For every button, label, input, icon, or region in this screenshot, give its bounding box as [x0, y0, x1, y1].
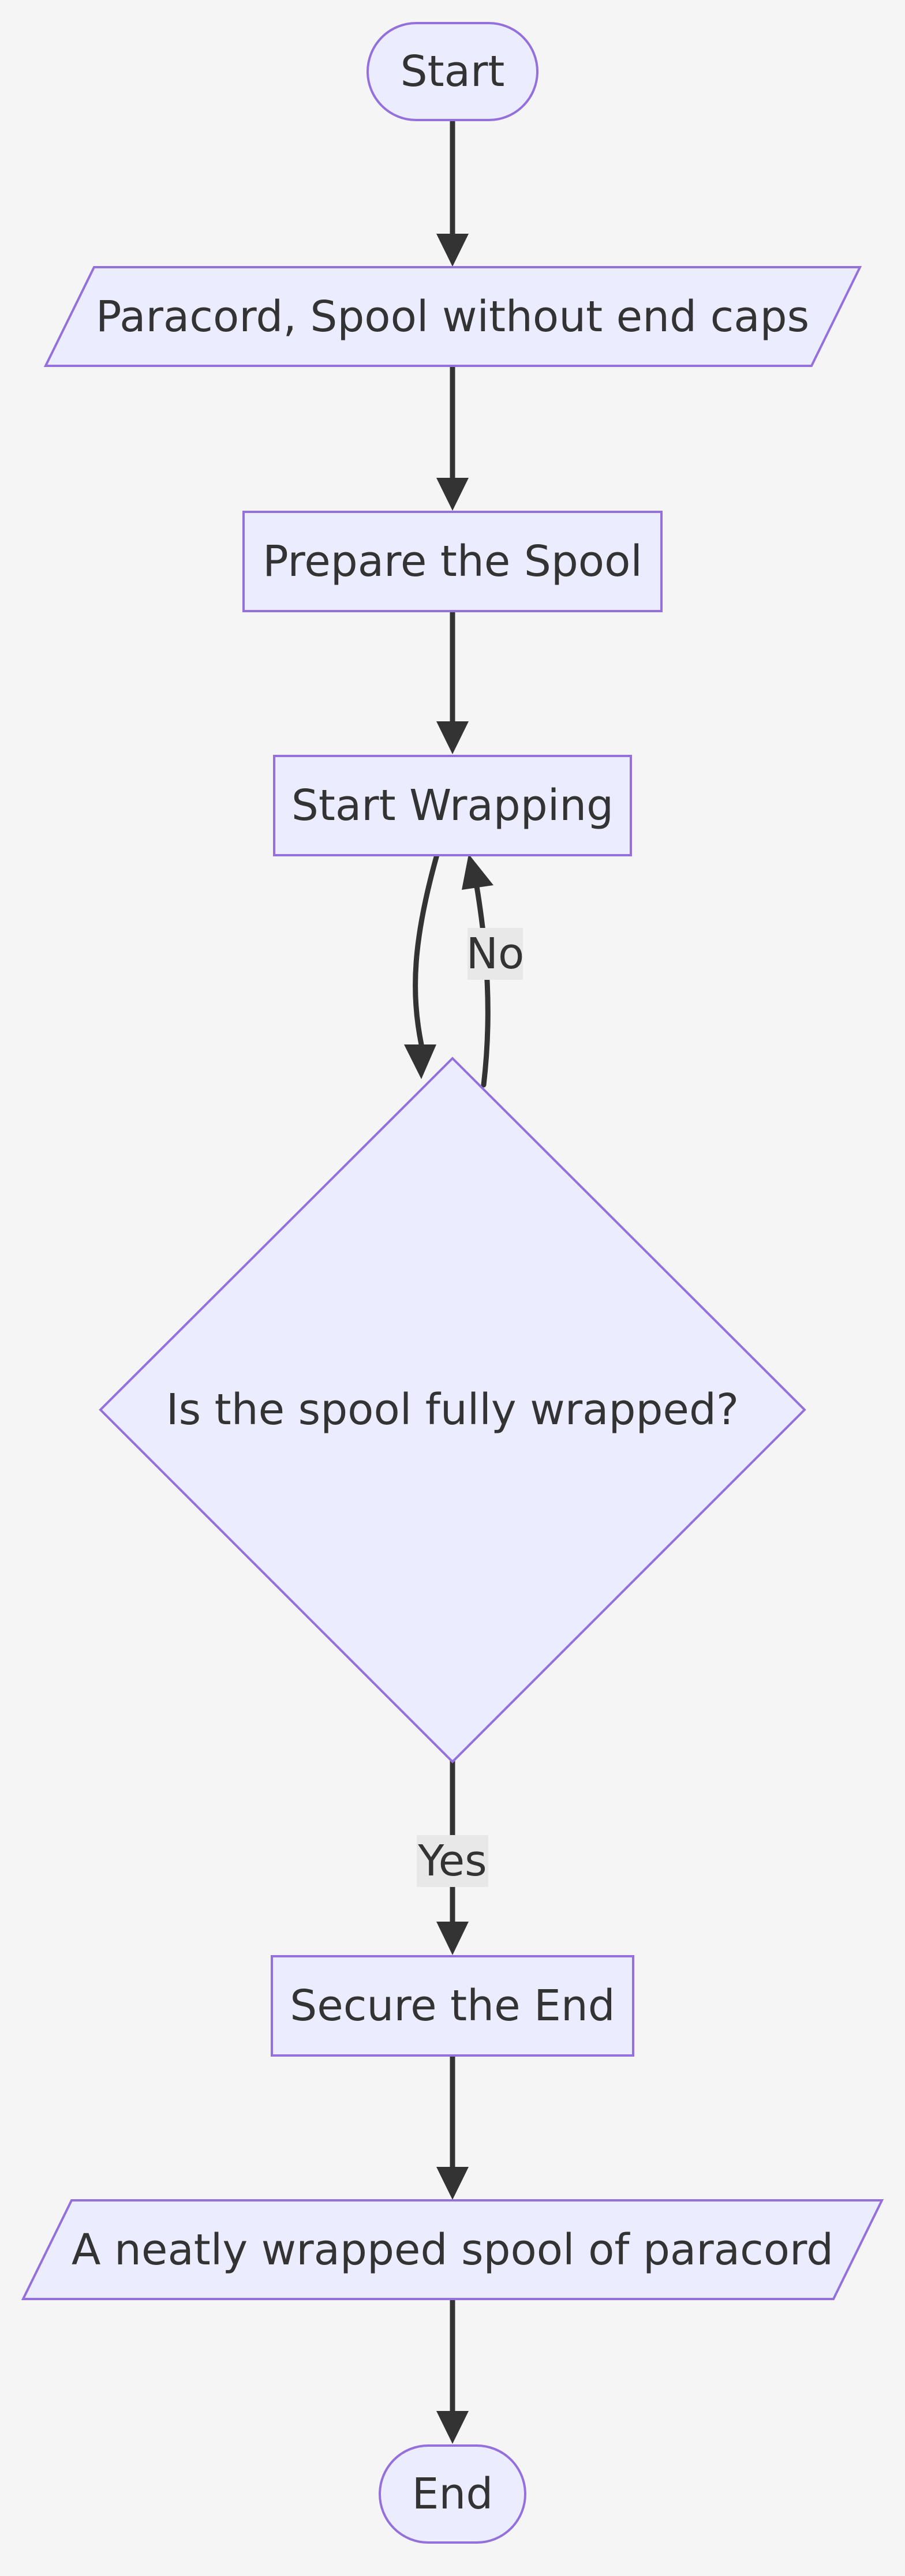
node-end-shape	[379, 2444, 526, 2544]
edge-wrap-to-decision	[413, 850, 440, 1047]
node-wrap-shape	[273, 755, 632, 856]
node-wrap-label: Start Wrapping	[291, 781, 614, 830]
arrowhead-prepare	[436, 478, 469, 511]
yes-label-bg	[417, 1835, 488, 1887]
node-input: Paracord, Spool without end caps	[43, 266, 862, 367]
edges	[404, 115, 493, 2444]
edge-label-no: No	[466, 929, 525, 979]
node-secure-label: Secure the End	[290, 1981, 615, 2031]
node-decision: Is the spool fully wrapped?	[99, 1057, 806, 1763]
node-start-shape	[367, 22, 538, 121]
arrowhead-decision	[404, 1044, 436, 1079]
node-prepare-shape	[242, 511, 663, 612]
no-label-bg	[468, 928, 523, 980]
node-prepare: Prepare the Spool	[242, 511, 663, 612]
node-wrap: Start Wrapping	[273, 755, 632, 856]
node-decision-label: Is the spool fully wrapped?	[166, 1385, 739, 1435]
node-input-shape	[43, 266, 862, 367]
arrowhead-output	[436, 2167, 469, 2200]
node-prepare-label: Prepare the Spool	[263, 537, 642, 586]
edge-label-yes: Yes	[417, 1836, 487, 1886]
node-secure-shape	[271, 1955, 634, 2057]
arrowhead-input	[436, 234, 469, 267]
arrowhead-wrap-loop	[462, 854, 493, 890]
nodes: Start Paracord, Spool without end caps P…	[21, 22, 884, 2544]
node-decision-shape	[99, 1057, 806, 1763]
node-output: A neatly wrapped spool of paracord	[21, 2199, 884, 2300]
node-start: Start	[367, 22, 538, 121]
node-end-label: End	[412, 2469, 493, 2519]
node-input-label: Paracord, Spool without end caps	[96, 292, 809, 342]
node-output-label: A neatly wrapped spool of paracord	[72, 2225, 833, 2275]
node-output-shape	[21, 2199, 884, 2300]
node-start-label: Start	[401, 47, 505, 96]
arrowhead-secure	[436, 1922, 469, 1955]
edge-decision-to-wrap-no	[473, 880, 491, 1088]
node-end: End	[379, 2444, 526, 2544]
node-secure: Secure the End	[271, 1955, 634, 2057]
edge-labels: No Yes	[417, 928, 524, 1887]
arrowhead-end	[436, 2411, 469, 2444]
arrowhead-wrap	[436, 721, 469, 754]
